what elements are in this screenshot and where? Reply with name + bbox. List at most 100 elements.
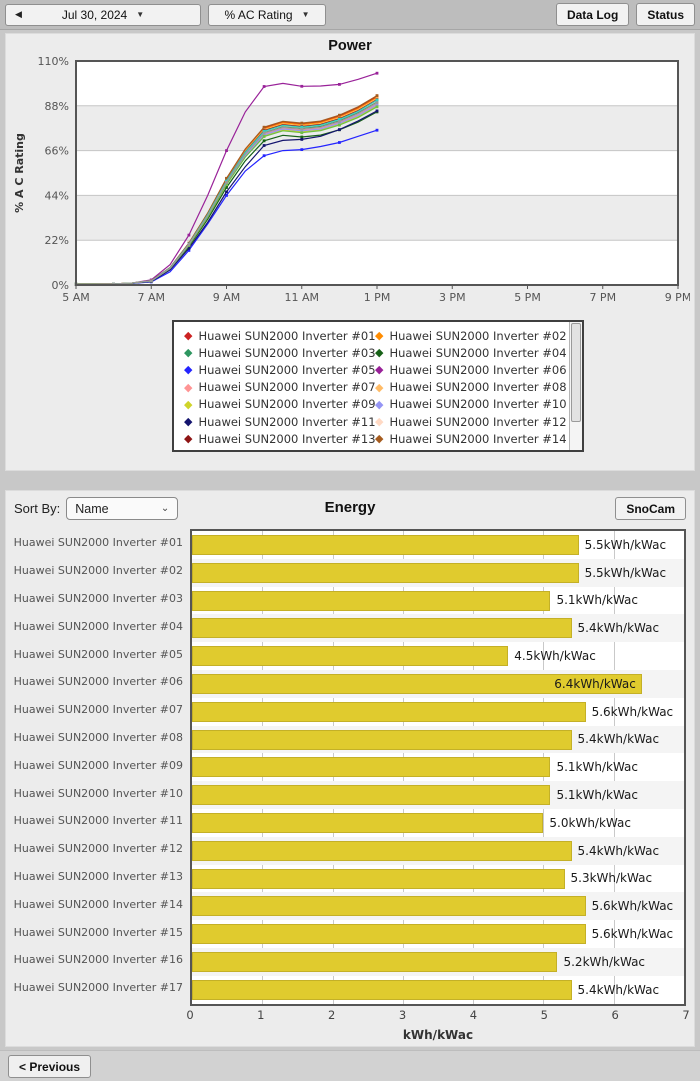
power-ytick: 22% xyxy=(45,234,69,247)
legend-label: Huawei SUN2000 Inverter #10 xyxy=(389,397,566,412)
legend-label: Huawei SUN2000 Inverter #05 xyxy=(198,362,375,377)
power-ytick: 88% xyxy=(45,100,69,113)
legend-marker-icon: ◆ xyxy=(375,397,384,411)
power-chart: 0% 22% 44% 66% 88% 110% 5 AM 7 AM 9 AM 11 AM 1 PM 3… xyxy=(13,55,690,304)
legend-item: ◆ Huawei SUN2000 Inverter #10 xyxy=(375,396,566,413)
legend-marker-icon: ◆ xyxy=(184,397,193,411)
energy-row-label: Huawei SUN2000 Inverter #14 xyxy=(13,897,183,911)
legend-scrollbar[interactable] xyxy=(569,322,582,450)
energy-row-label: Huawei SUN2000 Inverter #16 xyxy=(13,953,183,967)
previous-button[interactable]: < Previous xyxy=(8,1055,92,1078)
sort-by-label: Sort By: xyxy=(14,501,61,516)
chevron-down-icon: ▼ xyxy=(136,10,145,19)
energy-plot-area: 5.5kWh/kWac 5.5kWh/kWac 5.1kWh/kWac 5.4kWh/… xyxy=(190,529,686,1006)
legend-item: ◆ Huawei SUN2000 Inverter #08 xyxy=(375,379,566,396)
legend-item: ◆ Huawei SUN2000 Inverter #09 xyxy=(184,396,375,413)
legend-marker-icon: ◆ xyxy=(184,432,193,446)
legend-marker-icon: ◆ xyxy=(184,329,193,343)
energy-row-label: Huawei SUN2000 Inverter #06 xyxy=(13,675,183,689)
energy-row: 5.4kWh/kWac xyxy=(192,836,684,865)
chevron-down-icon: ⌄ xyxy=(160,503,170,514)
energy-bar-value: 5.5kWh/kWac xyxy=(584,537,667,552)
legend-item: ◆ Huawei SUN2000 Inverter #02 xyxy=(375,327,566,344)
energy-bar xyxy=(192,757,551,778)
legend-marker-icon: ◆ xyxy=(375,363,384,377)
snocam-button[interactable]: SnoCam xyxy=(615,497,686,520)
power-xtick: 3 PM xyxy=(439,291,466,304)
energy-x-axis-label: kWh/kWac xyxy=(402,1027,474,1042)
energy-gridline xyxy=(613,531,615,1004)
power-ytick: 110% xyxy=(38,55,69,68)
energy-row: 5.4kWh/kWac xyxy=(192,976,684,1004)
energy-xtick: 1 xyxy=(257,1007,265,1022)
energy-row: 5.6kWh/kWac xyxy=(192,920,684,948)
legend-label: Huawei SUN2000 Inverter #03 xyxy=(198,345,375,360)
date-label: Jul 30, 2024 xyxy=(61,7,128,22)
legend-marker-icon: ◆ xyxy=(184,415,193,429)
energy-row: 5.0kWh/kWac xyxy=(192,809,684,837)
energy-bar-value: 5.1kWh/kWac xyxy=(556,760,638,775)
energy-bar-value: 5.4kWh/kWac xyxy=(577,621,660,636)
legend-scrollbar-thumb[interactable] xyxy=(571,323,581,422)
energy-row-label: Huawei SUN2000 Inverter #05 xyxy=(13,647,183,661)
legend-item: ◆ Huawei SUN2000 Inverter #03 xyxy=(184,344,375,361)
legend-marker-icon: ◆ xyxy=(184,363,193,377)
power-chart-title: Power xyxy=(328,38,372,54)
date-picker[interactable]: ◀ Jul 30, 2024 ▼ xyxy=(5,3,201,26)
legend-marker-icon: ◆ xyxy=(375,380,384,394)
energy-bar xyxy=(192,840,572,861)
legend-item: ◆ Huawei SUN2000 Inverter #14 xyxy=(375,430,566,447)
legend-label: Huawei SUN2000 Inverter #08 xyxy=(389,380,566,395)
energy-bar xyxy=(192,562,579,583)
legend-label: Huawei SUN2000 Inverter #09 xyxy=(198,397,375,412)
chevron-down-icon: ▼ xyxy=(301,10,310,19)
prev-day-icon[interactable]: ◀ xyxy=(15,9,22,19)
energy-bar xyxy=(192,979,572,1000)
data-log-button[interactable]: Data Log xyxy=(555,3,630,26)
legend-label: Huawei SUN2000 Inverter #12 xyxy=(389,414,566,429)
energy-bar xyxy=(192,618,572,639)
power-xtick: 5 AM xyxy=(62,291,90,304)
legend-label: Huawei SUN2000 Inverter #06 xyxy=(389,362,566,377)
power-ytick: 0% xyxy=(52,279,69,292)
energy-row-label: Huawei SUN2000 Inverter #15 xyxy=(13,925,183,939)
legend-marker-icon: ◆ xyxy=(375,329,384,343)
energy-bar-value: 5.1kWh/kWac xyxy=(556,788,638,803)
power-xtick: 11 AM xyxy=(284,291,319,304)
energy-panel: Sort By: Name ⌄ Energy SnoCam Huawei SUN… xyxy=(5,490,695,1047)
power-xtick: 9 AM xyxy=(213,291,241,304)
sort-by-select[interactable]: Name ⌄ xyxy=(66,497,179,520)
energy-bar-value: 5.6kWh/kWac xyxy=(591,704,674,719)
energy-bar-value: 5.2kWh/kWac xyxy=(563,954,646,969)
energy-bar-value: 5.6kWh/kWac xyxy=(591,899,674,914)
legend-item: ◆ Huawei SUN2000 Inverter #07 xyxy=(184,379,375,396)
power-xtick: 7 AM xyxy=(137,291,165,304)
legend-item: ◆ Huawei SUN2000 Inverter #04 xyxy=(375,344,566,361)
energy-row-label: Huawei SUN2000 Inverter #08 xyxy=(13,730,183,744)
power-ytick: 44% xyxy=(45,189,69,202)
energy-xtick: 4 xyxy=(469,1007,478,1022)
energy-row-label: Huawei SUN2000 Inverter #01 xyxy=(13,536,183,550)
energy-row-label: Huawei SUN2000 Inverter #07 xyxy=(13,703,183,717)
energy-row: 6.4kWh/kWac xyxy=(192,669,684,698)
energy-row: 5.1kWh/kWac xyxy=(192,753,684,781)
metric-select[interactable]: % AC Rating ▼ xyxy=(208,3,326,26)
energy-bar-value: 5.5kWh/kWac xyxy=(584,565,667,580)
legend-label: Huawei SUN2000 Inverter #01 xyxy=(198,328,375,343)
energy-bar xyxy=(192,951,558,972)
energy-bar xyxy=(192,729,572,750)
energy-row: 5.1kWh/kWac xyxy=(192,587,684,615)
power-legend: ◆ Huawei SUN2000 Inverter #01 ◆ Huawei SUN2… xyxy=(172,320,584,452)
energy-bar xyxy=(192,785,551,806)
energy-header: Sort By: Name ⌄ Energy SnoCam xyxy=(6,497,694,523)
energy-x-axis: 0 1 2 3 4 5 6 7 xyxy=(186,1007,690,1024)
power-xtick: 7 PM xyxy=(589,291,616,304)
status-button[interactable]: Status xyxy=(636,3,695,26)
legend-label: Huawei SUN2000 Inverter #02 xyxy=(389,328,566,343)
energy-chart: Huawei SUN2000 Inverter #01 Huawei SUN200… xyxy=(6,529,686,1006)
legend-marker-icon: ◆ xyxy=(375,415,384,429)
legend-marker-icon: ◆ xyxy=(375,346,384,360)
energy-bar xyxy=(192,701,586,722)
energy-bar-value: 5.6kWh/kWac xyxy=(591,927,674,942)
energy-xtick: 7 xyxy=(682,1007,690,1022)
